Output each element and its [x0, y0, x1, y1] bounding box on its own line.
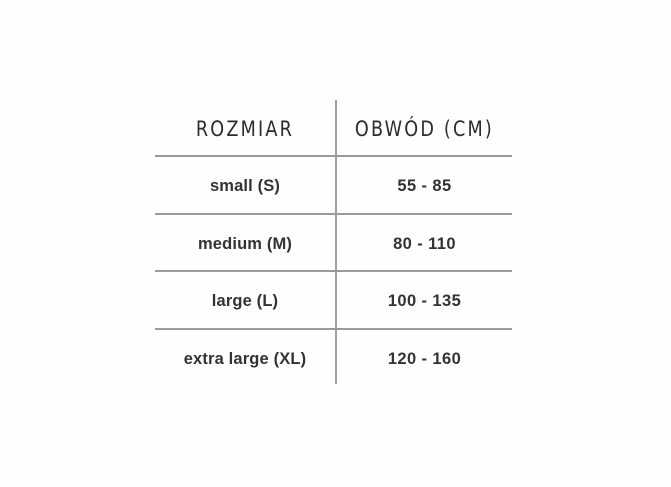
row-rule-2: [155, 270, 512, 272]
table-row: large (L): [211, 291, 279, 310]
table-row: 55 - 85: [397, 176, 452, 195]
column-header-circumference: OBWÓD (CM): [354, 117, 494, 141]
column-header-size: ROZMIAR: [195, 117, 295, 141]
column-divider: [335, 100, 337, 384]
table-row: small (S): [209, 176, 281, 195]
row-rule-1: [155, 213, 512, 215]
table-row: extra large (XL): [183, 349, 307, 368]
table-row: 120 - 160: [387, 349, 462, 368]
row-rule-header: [155, 155, 512, 157]
table-row: 80 - 110: [393, 234, 456, 253]
table-row: medium (M): [197, 234, 293, 253]
size-chart-table: ROZMIAR OBWÓD (CM) small (S) 55 - 85 med…: [155, 96, 512, 388]
row-rule-3: [155, 328, 512, 330]
table-row: 100 - 135: [387, 291, 462, 310]
